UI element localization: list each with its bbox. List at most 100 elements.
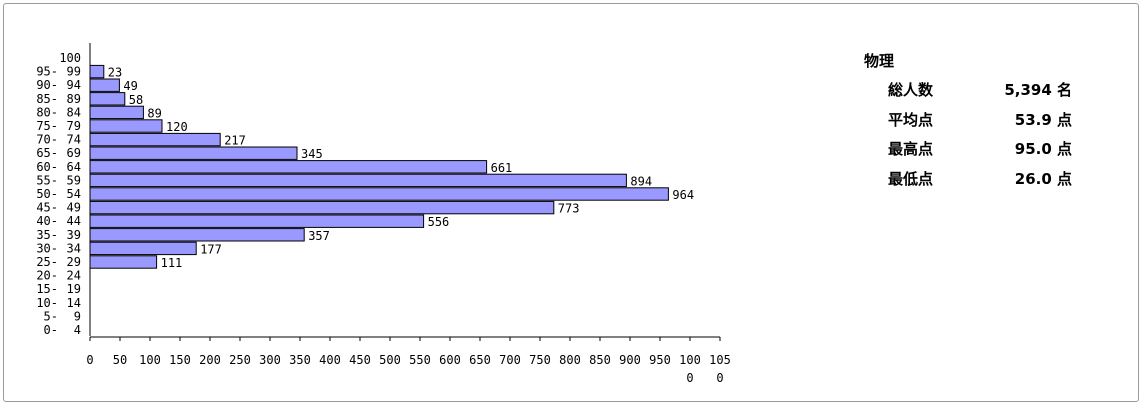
stat-row-average: 平均点 53.9 点 (864, 104, 1084, 134)
x-tick-label: 0 (686, 371, 693, 385)
data-label: 89 (147, 106, 161, 120)
y-tick-label: 50- (36, 187, 58, 201)
data-label: 894 (630, 174, 652, 188)
bar (89, 146, 298, 160)
y-tick-label: 59 (67, 173, 81, 187)
stat-label: 総人数 (888, 81, 934, 99)
y-tick-label: 49 (67, 201, 81, 215)
data-label: 357 (308, 229, 330, 243)
x-tick-label: 950 (649, 353, 671, 367)
x-tick-label: 800 (559, 353, 581, 367)
bar (89, 255, 158, 269)
stat-value: 5,394 名 (1004, 81, 1072, 99)
x-tick-label: 200 (199, 353, 221, 367)
data-label: 345 (301, 147, 323, 161)
x-tick-label: 450 (349, 353, 371, 367)
y-tick-label: 54 (67, 187, 81, 201)
y-tick-label: 60- (36, 160, 58, 174)
y-tick-label: 89 (67, 92, 81, 106)
bar (89, 241, 197, 256)
stats-panel: 物理 総人数 5,394 名 平均点 53.9 点 最高点 95.0 点 最低点… (864, 50, 1084, 192)
data-label: 120 (166, 120, 188, 134)
data-label: 661 (491, 161, 513, 175)
y-tick-label: 40- (36, 214, 58, 228)
x-tick-label: 750 (529, 353, 551, 367)
data-label: 964 (672, 188, 694, 202)
y-tick-label: 14 (67, 296, 81, 310)
bar (89, 105, 144, 120)
y-tick-label: 9 (74, 309, 81, 323)
y-tick-label: 84 (67, 105, 81, 119)
x-tick-label: 105 (709, 353, 731, 367)
x-tick-label: 400 (319, 353, 341, 367)
data-label: 556 (428, 215, 450, 229)
stat-row-total: 総人数 5,394 名 (864, 74, 1084, 104)
y-tick-label: 99 (67, 65, 81, 79)
x-tick-label: 0 (86, 353, 93, 367)
x-tick-label: 50 (113, 353, 127, 367)
bar (89, 173, 627, 188)
y-tick-label: 24 (67, 269, 81, 283)
stat-label: 平均点 (888, 110, 934, 129)
y-tick-label: 70- (36, 133, 58, 147)
y-tick-label: 55- (36, 173, 58, 187)
x-tick-label: 850 (589, 353, 611, 367)
y-tick-label: 0- (44, 323, 58, 337)
subject-title: 物理 (864, 52, 895, 70)
y-tick-label: 100 (59, 51, 81, 65)
stat-label: 最高点 (888, 140, 934, 158)
y-tick-label: 5- (44, 309, 58, 323)
bar (89, 214, 425, 228)
y-tick-label: 80- (36, 105, 58, 119)
x-tick-label: 700 (499, 353, 521, 367)
y-tick-label: 15- (36, 282, 58, 296)
x-tick-label: 900 (619, 353, 641, 367)
y-tick-label: 79 (67, 119, 81, 133)
y-tick-label: 19 (67, 282, 81, 296)
y-tick-label: 75- (36, 119, 58, 133)
data-label: 111 (161, 256, 183, 270)
data-label: 177 (200, 242, 222, 256)
y-tick-label: 4 (74, 323, 81, 337)
x-tick-label: 100 (139, 353, 161, 367)
bar (89, 64, 105, 79)
stat-row-min: 最低点 26.0 点 (864, 163, 1084, 193)
data-label: 58 (129, 93, 143, 107)
bar (89, 132, 221, 147)
stat-label: 最低点 (888, 169, 934, 188)
bar (89, 119, 163, 133)
y-tick-label: 65- (36, 146, 58, 160)
data-label: 49 (123, 79, 137, 93)
bar (89, 200, 555, 215)
bar (89, 187, 669, 201)
y-tick-label: 34 (67, 241, 81, 255)
y-tick-label: 35- (36, 228, 58, 242)
bar (89, 228, 305, 242)
y-tick-label: 30- (36, 241, 58, 255)
x-tick-label: 500 (379, 353, 401, 367)
y-tick-label: 90- (36, 78, 58, 92)
stat-value: 53.9 点 (1014, 110, 1072, 129)
y-tick-label: 69 (67, 146, 81, 160)
data-label: 23 (108, 66, 122, 80)
y-tick-label: 44 (67, 214, 81, 228)
y-tick-label: 45- (36, 201, 58, 215)
data-label: 773 (558, 202, 580, 216)
x-tick-label: 150 (169, 353, 191, 367)
y-tick-label: 39 (67, 228, 81, 242)
bar (89, 78, 120, 92)
y-tick-label: 85- (36, 92, 58, 106)
y-tick-label: 74 (67, 133, 81, 147)
bar (89, 92, 126, 106)
x-tick-label: 300 (259, 353, 281, 367)
x-tick-label: 600 (439, 353, 461, 367)
stat-row-max: 最高点 95.0 点 (864, 133, 1084, 163)
y-tick-label: 95- (36, 65, 58, 79)
x-tick-label: 550 (409, 353, 431, 367)
x-tick-label: 0 (716, 371, 723, 385)
y-tick-label: 25- (36, 255, 58, 269)
bar (89, 160, 488, 174)
x-tick-label: 350 (289, 353, 311, 367)
